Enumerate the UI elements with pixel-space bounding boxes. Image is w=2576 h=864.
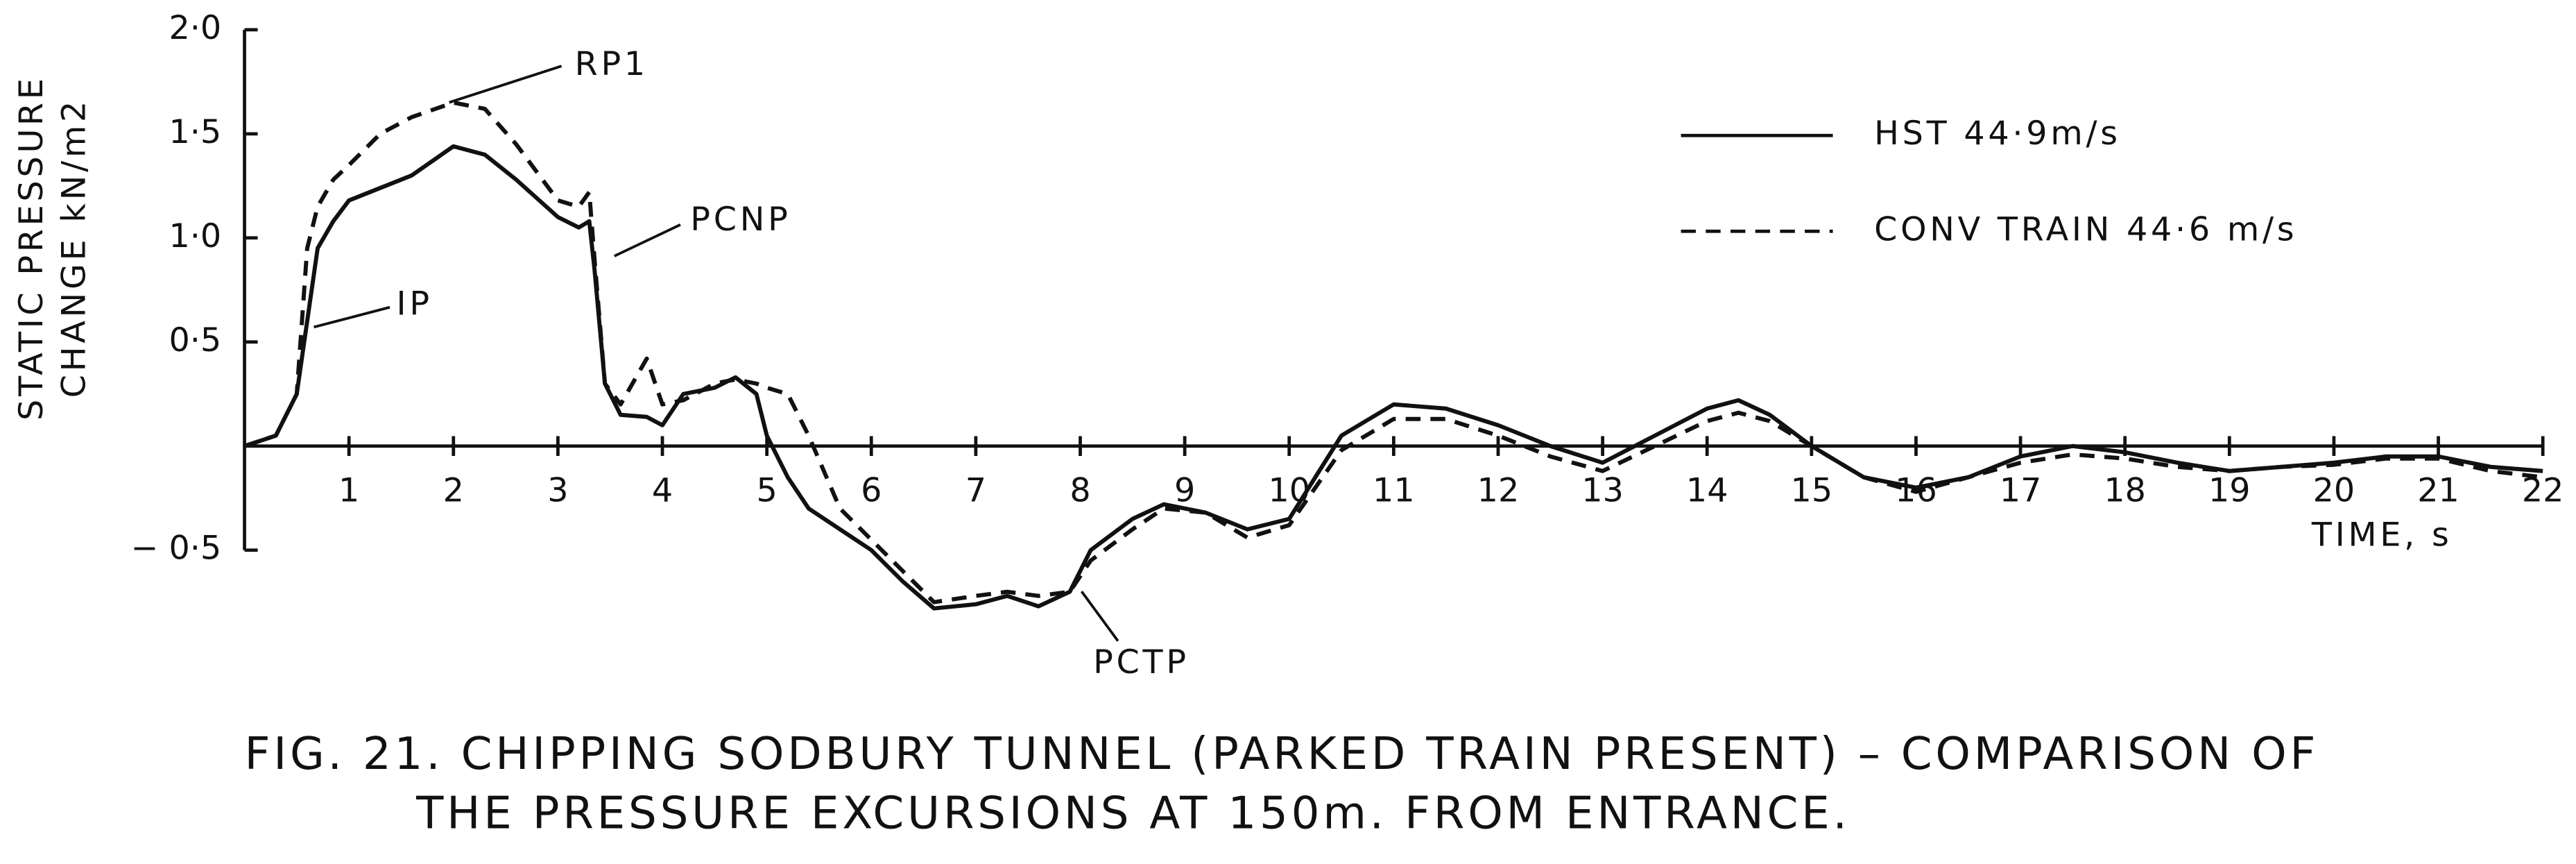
y-tick-label: 1·5 [169,113,221,151]
y-tick-label: − 0·5 [130,530,221,568]
x-tick-label: 6 [861,471,882,509]
x-tick-label: 7 [965,471,986,509]
x-tick-label: 20 [2313,471,2355,509]
annotation-leader [1080,591,1119,642]
x-tick-label: 17 [2000,471,2042,509]
legend-label: CONV TRAIN 44·6 m/s [1874,210,2297,248]
annotation-leader [449,65,563,104]
caption-line: THE PRESSURE EXCURSIONS AT 150m. FROM EN… [415,788,1851,840]
x-tick-label: 5 [756,471,777,509]
caption-line: FIG. 21. CHIPPING SODBURY TUNNEL (PARKED… [245,728,2319,780]
x-tick-label: 4 [652,471,673,509]
legend-label: HST 44·9m/s [1874,115,2121,153]
y-axis-label: STATIC PRESSURE [12,75,51,421]
x-tick-label: 15 [1791,471,1833,509]
x-axis-label: TIME, s [2311,516,2453,554]
x-tick-label: 19 [2208,471,2251,509]
x-tick-label: 8 [1070,471,1090,509]
x-tick-label: 22 [2522,471,2564,509]
x-tick-label: 2 [443,471,464,509]
x-tick-label: 13 [1581,471,1624,509]
annotation: IP [397,285,433,323]
y-axis-label: CHANGE kN/m2 [55,98,94,398]
x-tick-label: 1 [338,471,359,509]
x-tick-label: 21 [2417,471,2459,509]
annotation: RP1 [575,45,649,83]
annotation: PCNP [690,201,791,239]
annotation-leader [613,223,681,257]
y-tick-label: 0·5 [169,321,221,359]
y-tick-label: 1·0 [169,217,221,255]
x-tick-label: 9 [1174,471,1195,509]
x-tick-label: 11 [1373,471,1415,509]
annotation-leader [314,305,390,329]
annotation: PCTP [1093,643,1190,681]
data-line [243,144,2543,611]
x-tick-label: 18 [2104,471,2146,509]
data-line [243,100,2543,604]
x-tick-label: 12 [1477,471,1520,509]
x-tick-label: 3 [547,471,568,509]
y-tick-label: 2·0 [169,9,221,47]
x-tick-label: 14 [1686,471,1728,509]
